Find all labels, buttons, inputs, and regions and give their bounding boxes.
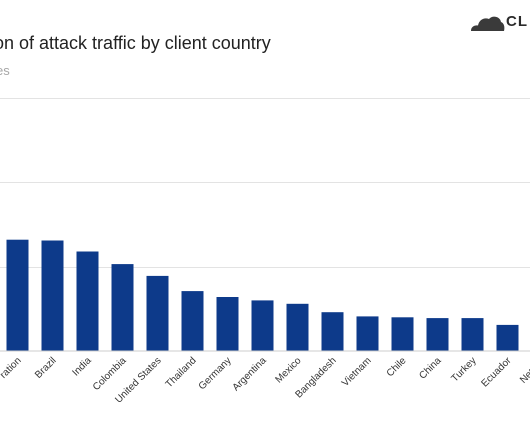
x-tick-label: Turkey (449, 355, 478, 384)
bar (111, 264, 134, 351)
bar (146, 275, 169, 351)
x-tick-label: Netherl (518, 355, 530, 386)
x-tick-label: Germany (197, 355, 234, 392)
bar (76, 251, 99, 351)
x-tick-label: China (417, 355, 444, 382)
x-tick-label: Brazil (33, 355, 58, 380)
x-tick-label: Mexico (273, 355, 303, 385)
bars (6, 239, 519, 351)
bar (461, 318, 484, 351)
bar (216, 297, 239, 351)
x-tick-label: India (71, 355, 94, 378)
x-tick-label: ration (0, 355, 24, 380)
chart-title: on of attack traffic by client country (0, 33, 271, 53)
x-tick-label: Ecuador (480, 355, 515, 390)
grid-lines (0, 98, 530, 268)
x-tick-label: Argentina (231, 355, 269, 393)
x-tick-label: Thailand (164, 355, 199, 390)
cloud-icon (471, 16, 505, 31)
bar (286, 303, 309, 351)
bar (6, 239, 29, 351)
bar (426, 318, 449, 351)
bar (41, 240, 64, 351)
logo-text: CL (506, 13, 528, 30)
bar (251, 300, 274, 351)
bar (321, 312, 344, 351)
bar (391, 317, 414, 351)
bar (181, 291, 204, 351)
chart-subtitle: es (0, 63, 10, 78)
bar (496, 324, 519, 351)
x-tick-label: Chile (385, 355, 409, 379)
x-tick-label: Vietnam (340, 355, 374, 389)
bar (356, 316, 379, 351)
